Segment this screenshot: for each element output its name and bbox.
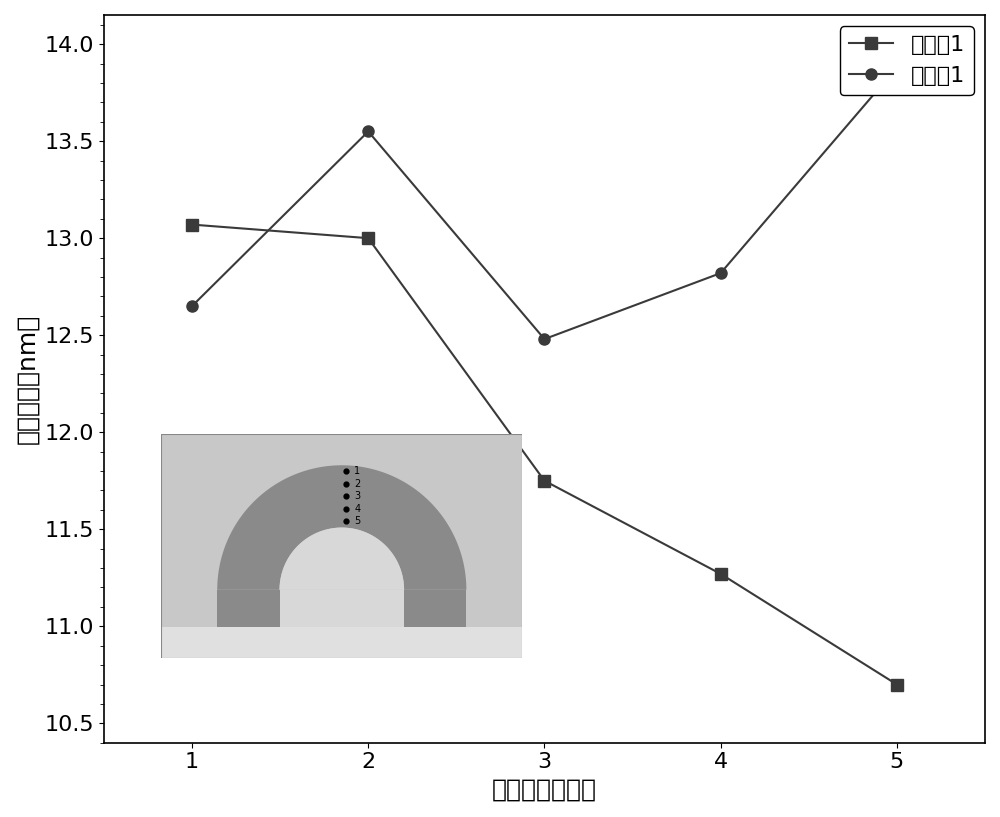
实施例1 [715, 268, 727, 278]
X-axis label: 磁芯的不同位置: 磁芯的不同位置 [492, 778, 597, 802]
对比例1 [538, 475, 550, 485]
对比例1 [186, 220, 198, 230]
Line: 对比例1: 对比例1 [186, 219, 902, 690]
Legend: 对比例1, 实施例1: 对比例1, 实施例1 [840, 26, 974, 95]
实施例1 [362, 127, 374, 136]
Y-axis label: 晶粒尺寸（nm）: 晶粒尺寸（nm） [15, 314, 39, 444]
实施例1 [538, 334, 550, 344]
实施例1 [186, 301, 198, 311]
Line: 实施例1: 实施例1 [186, 62, 902, 345]
对比例1 [891, 680, 903, 690]
对比例1 [715, 569, 727, 578]
对比例1 [362, 234, 374, 243]
实施例1 [891, 62, 903, 72]
